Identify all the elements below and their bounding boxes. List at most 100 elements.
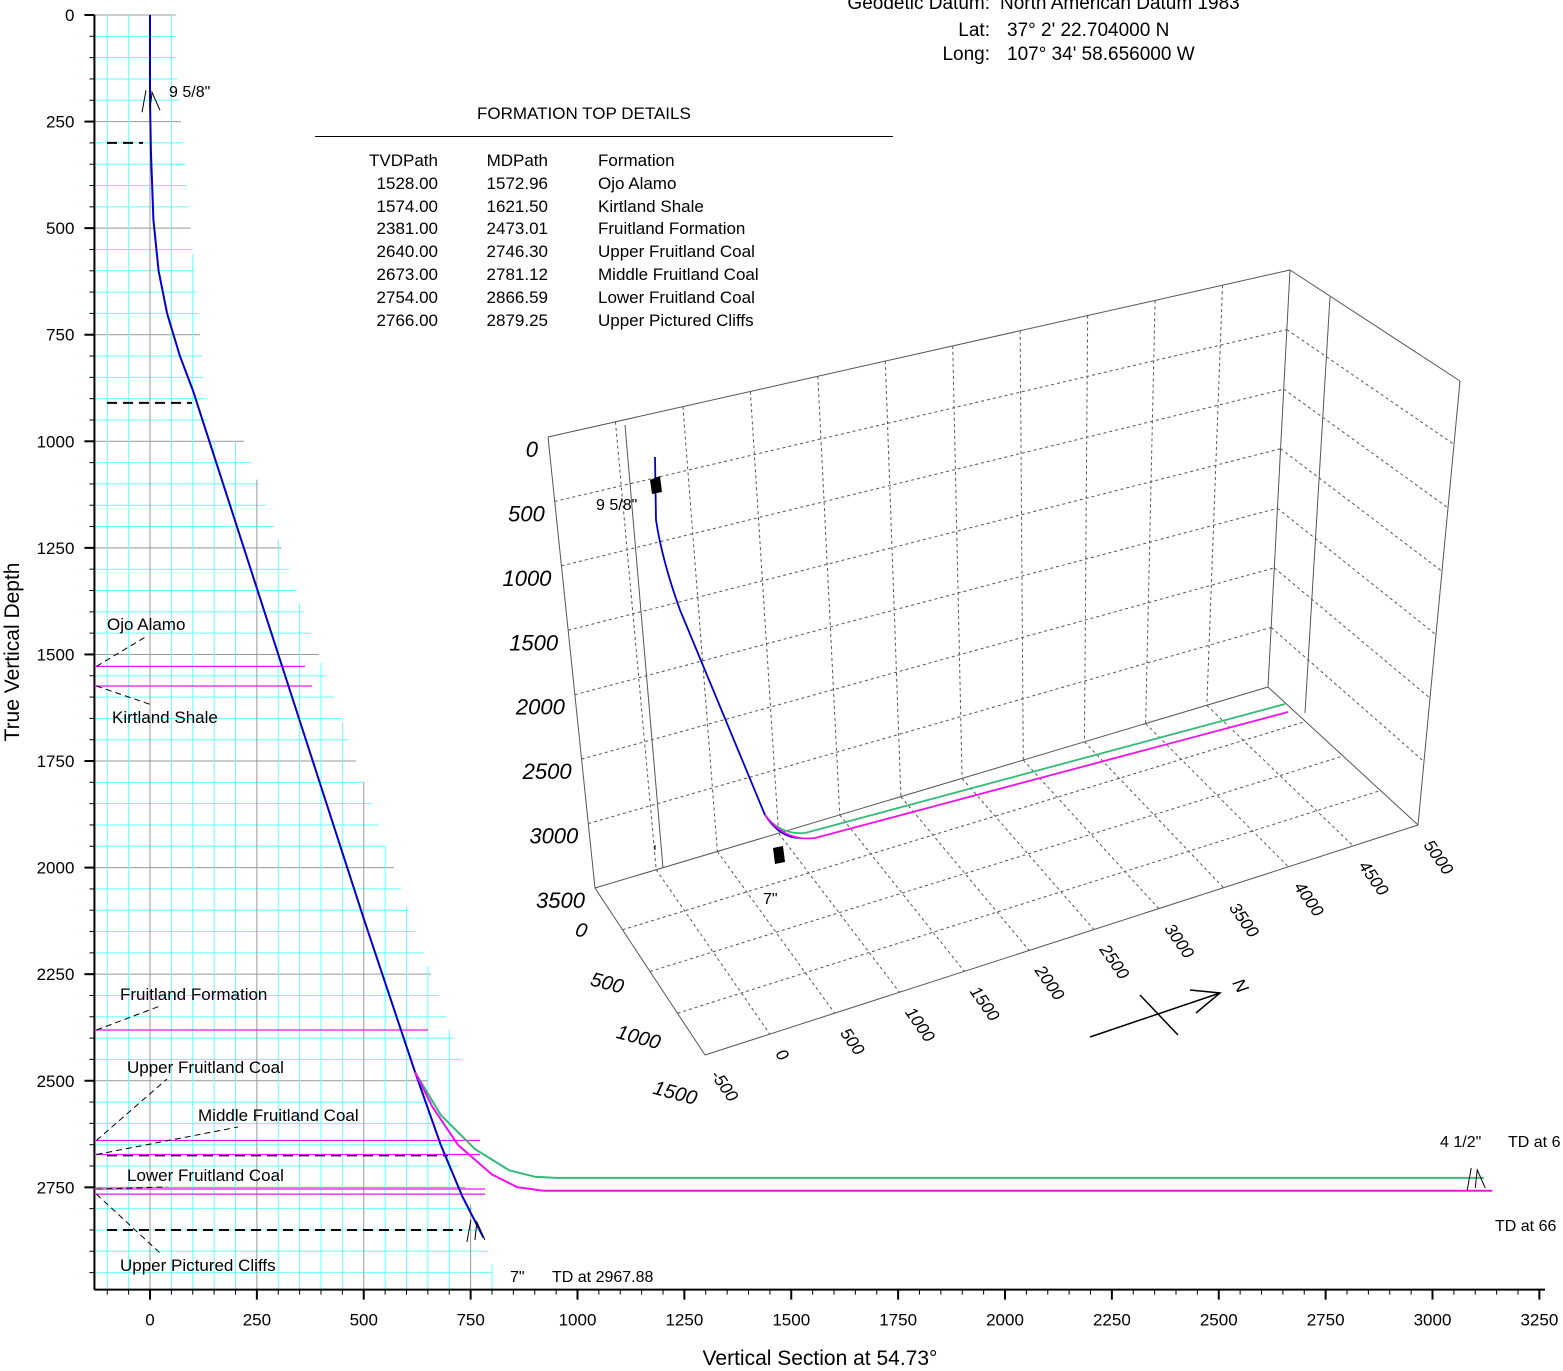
tvd-cell: 2673.00 xyxy=(376,264,438,284)
tvd-cell: 2754.00 xyxy=(376,287,438,307)
grid-line-3d xyxy=(1019,330,1024,761)
box-edge xyxy=(547,269,1291,438)
formation-leader-line xyxy=(96,685,153,706)
table-row: 2381.00 2473.01 Fruitland Formation xyxy=(345,218,759,241)
vertical-tick-label-3d: 3500 xyxy=(536,888,586,913)
table-row: 2754.00 2866.59 Lower Fruitland Coal xyxy=(345,287,759,310)
x-tick-label: 250 xyxy=(243,1311,271,1330)
lateral-line-a xyxy=(414,1071,1484,1179)
formation-leader-line xyxy=(96,1126,239,1155)
td-annotation: TD at 2967.88 xyxy=(552,1269,654,1286)
casing-label-3d: 7" xyxy=(763,891,778,908)
geodetic-datum-label: Geodetic Datum: xyxy=(847,0,990,14)
x-tick-label: 3000 xyxy=(1414,1311,1452,1330)
td-annotation: TD at 6 xyxy=(1508,1134,1561,1151)
tvd-cell: 2640.00 xyxy=(376,242,438,262)
axis-a-tick-label-3d: 5000 xyxy=(1420,836,1458,878)
grid-line-3d xyxy=(749,391,780,834)
grid-line-3d xyxy=(581,567,1275,760)
vertical-tick-label-3d: 500 xyxy=(508,501,545,526)
grid-line-3d xyxy=(1277,507,1437,636)
formation-cell: Upper Fruitland Coal xyxy=(598,242,755,262)
vertical-tick-label-3d: 0 xyxy=(526,437,539,462)
grid-line-3d xyxy=(961,778,1095,930)
axis-a-tick-label-3d: 4500 xyxy=(1355,857,1393,899)
x-tick-label: 2500 xyxy=(1200,1311,1238,1330)
box-edge xyxy=(1267,686,1419,826)
grid-line-3d xyxy=(1273,567,1431,699)
formation-cell: Ojo Alamo xyxy=(598,173,677,193)
formation-label: Ojo Alamo xyxy=(107,615,185,634)
grid-line-3d xyxy=(614,421,657,870)
formation-table-title: FORMATION TOP DETAILS xyxy=(477,104,691,123)
grid-line-3d xyxy=(1283,388,1449,509)
grid-line-3d xyxy=(1280,448,1443,572)
lateral-line-b xyxy=(414,1071,1493,1192)
grid-line-3d xyxy=(952,345,963,779)
grid-line-3d xyxy=(568,448,1281,631)
x-tick-label: 1250 xyxy=(665,1311,703,1330)
y-tick-label: 2000 xyxy=(37,859,75,878)
box-edge xyxy=(1267,269,1291,688)
axis-a-tick-label-3d: 0 xyxy=(772,1045,793,1064)
grid-line-3d xyxy=(1286,329,1455,445)
axis-a-tick-label-3d: 3000 xyxy=(1160,920,1198,962)
formation-label: Middle Fruitland Coal xyxy=(198,1106,359,1125)
x-tick-label: 2000 xyxy=(986,1311,1024,1330)
grid-line-3d xyxy=(682,406,718,852)
grid-line-3d xyxy=(1206,285,1224,706)
geodetic-datum-value: North American Datum 1983 xyxy=(1000,0,1240,14)
axis-a-tick-label-3d: 1500 xyxy=(966,983,1004,1025)
casing-marker xyxy=(1466,1167,1486,1191)
grid-line-3d xyxy=(839,814,965,972)
y-tick-label: 750 xyxy=(46,326,74,345)
north-arrow-shaft xyxy=(1089,992,1221,1038)
casing-marker-3d xyxy=(773,846,785,864)
grid-line-3d xyxy=(655,869,771,1035)
formation-cell: Fruitland Formation xyxy=(598,219,746,239)
box-edge xyxy=(1304,296,1331,714)
axis-a-tick-label-3d: 500 xyxy=(836,1025,868,1060)
grid-line-3d xyxy=(884,361,902,797)
vertical-tick-label-3d: 3000 xyxy=(529,824,579,849)
formation-table-rule xyxy=(315,136,893,137)
table-row: 2766.00 2879.25 Upper Pictured Cliffs xyxy=(345,310,759,333)
y-tick-label: 0 xyxy=(65,6,74,25)
formation-cell: Kirtland Shale xyxy=(598,196,704,216)
md-cell: 2746.30 xyxy=(486,242,548,262)
casing-label: 9 5/8" xyxy=(169,84,210,101)
x-tick-label: 1750 xyxy=(879,1311,917,1330)
casing-label: 7" xyxy=(510,1269,525,1286)
axis-a-tick-label-3d: -500 xyxy=(707,1066,742,1105)
x-tick-label: 1500 xyxy=(772,1311,810,1330)
wellpath-line xyxy=(149,15,485,1239)
formation-leader-line xyxy=(96,1186,168,1190)
casing-marker xyxy=(466,1219,486,1243)
north-arrow-head xyxy=(1189,989,1222,1014)
casing-marker xyxy=(141,90,161,113)
wellpath-3d xyxy=(654,456,801,839)
casing-marker-3d xyxy=(650,476,662,494)
tvd-cell: 1574.00 xyxy=(376,196,438,216)
formation-cell: Upper Pictured Cliffs xyxy=(598,310,754,330)
td-annotation: TD at 66 xyxy=(1495,1218,1556,1235)
grid-line-3d xyxy=(1145,723,1289,868)
vertical-tick-label-3d: 2000 xyxy=(515,695,566,720)
md-cell: 2781.12 xyxy=(486,264,548,284)
grid-line-3d xyxy=(1083,315,1089,742)
latitude-label: Lat: xyxy=(958,20,990,41)
box-edge xyxy=(704,824,1419,1056)
axis-b-tick-label-3d: 1500 xyxy=(651,1077,700,1110)
lateral-line-b-3d xyxy=(764,711,1289,840)
grid-line-3d xyxy=(588,626,1272,825)
axis-a-tick-label-3d: 2000 xyxy=(1030,961,1068,1004)
grid xyxy=(94,14,493,1290)
longitude-label: Long: xyxy=(942,44,990,65)
formation-leader-line xyxy=(96,1078,168,1141)
box-edge xyxy=(594,686,1269,889)
north-label: N xyxy=(1229,975,1253,997)
table-row: 2673.00 2781.12 Middle Fruitland Coal xyxy=(345,264,759,287)
grid-line-3d xyxy=(1270,627,1425,762)
grid-line-3d xyxy=(900,796,1030,951)
tvd-cell: 2381.00 xyxy=(376,219,438,239)
